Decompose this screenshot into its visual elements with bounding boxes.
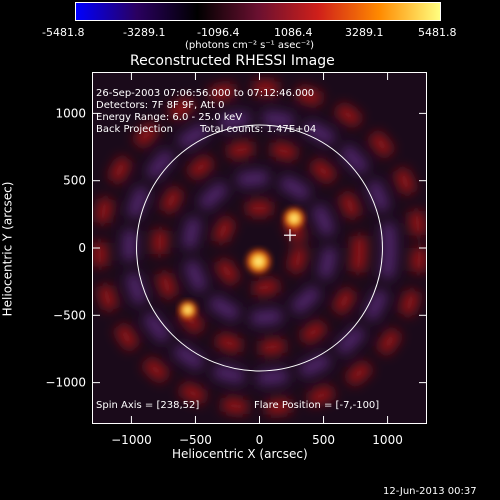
solar-limb (136, 124, 383, 372)
colorbar-tick-6: 5481.8 (418, 26, 457, 39)
annotation-energy: Energy Range: 6.0 - 25.0 keV (96, 112, 243, 123)
source-3 (177, 299, 199, 321)
colorbar-tick-5: 3289.1 (345, 26, 384, 39)
ring-artifact (122, 111, 397, 385)
colorbar-units: (photons cm⁻² s⁻¹ asec⁻²) (185, 40, 315, 51)
x-tick-label: 1000 (372, 433, 403, 447)
x-tick-label: −500 (179, 433, 212, 447)
annotation-spin-axis: Spin Axis = [238,52] (96, 400, 200, 411)
source-1 (244, 247, 273, 276)
y-axis-label: Heliocentric Y (arcsec) (0, 181, 15, 317)
annotation-flare-position: Flare Position = [-7,-100] (254, 400, 380, 411)
ring-artifact (152, 141, 367, 355)
colorbar (75, 2, 441, 21)
x-tick-label: 500 (312, 433, 335, 447)
annotation-counts: Total counts: 1.47E+04 (200, 124, 317, 135)
plot-frame (92, 72, 427, 424)
colorbar-tick-4: 1086.4 (274, 26, 313, 39)
ring-artifact (212, 201, 307, 295)
colorbar-tick-3: -1096.4 (197, 26, 240, 39)
y-tick-label: −500 (53, 308, 86, 322)
x-tick-label: 0 (256, 433, 264, 447)
y-tick-label: −1000 (45, 376, 86, 390)
y-tick-label: 0 (78, 241, 86, 255)
annotation-method: Back Projection (96, 124, 173, 135)
chart-title: Reconstructed RHESSI Image (130, 53, 335, 69)
colorbar-tick-2: -3289.1 (123, 26, 166, 39)
y-tick-label: 500 (63, 174, 86, 188)
annotation-detectors: Detectors: 7F 8F 9F, Att 0 (96, 100, 225, 111)
source-2 (282, 206, 307, 231)
footer-timestamp: 12-Jun-2013 00:37 (383, 486, 477, 497)
y-tick-label: 1000 (55, 106, 86, 120)
annotation-time: 26-Sep-2003 07:06:56.000 to 07:12:46.000 (96, 88, 315, 99)
x-tick-label: −1000 (111, 433, 152, 447)
ring-artifact (182, 171, 337, 325)
colorbar-tick-1: -5481.8 (42, 26, 85, 39)
x-axis-label: Heliocentric X (arcsec) (172, 447, 308, 461)
